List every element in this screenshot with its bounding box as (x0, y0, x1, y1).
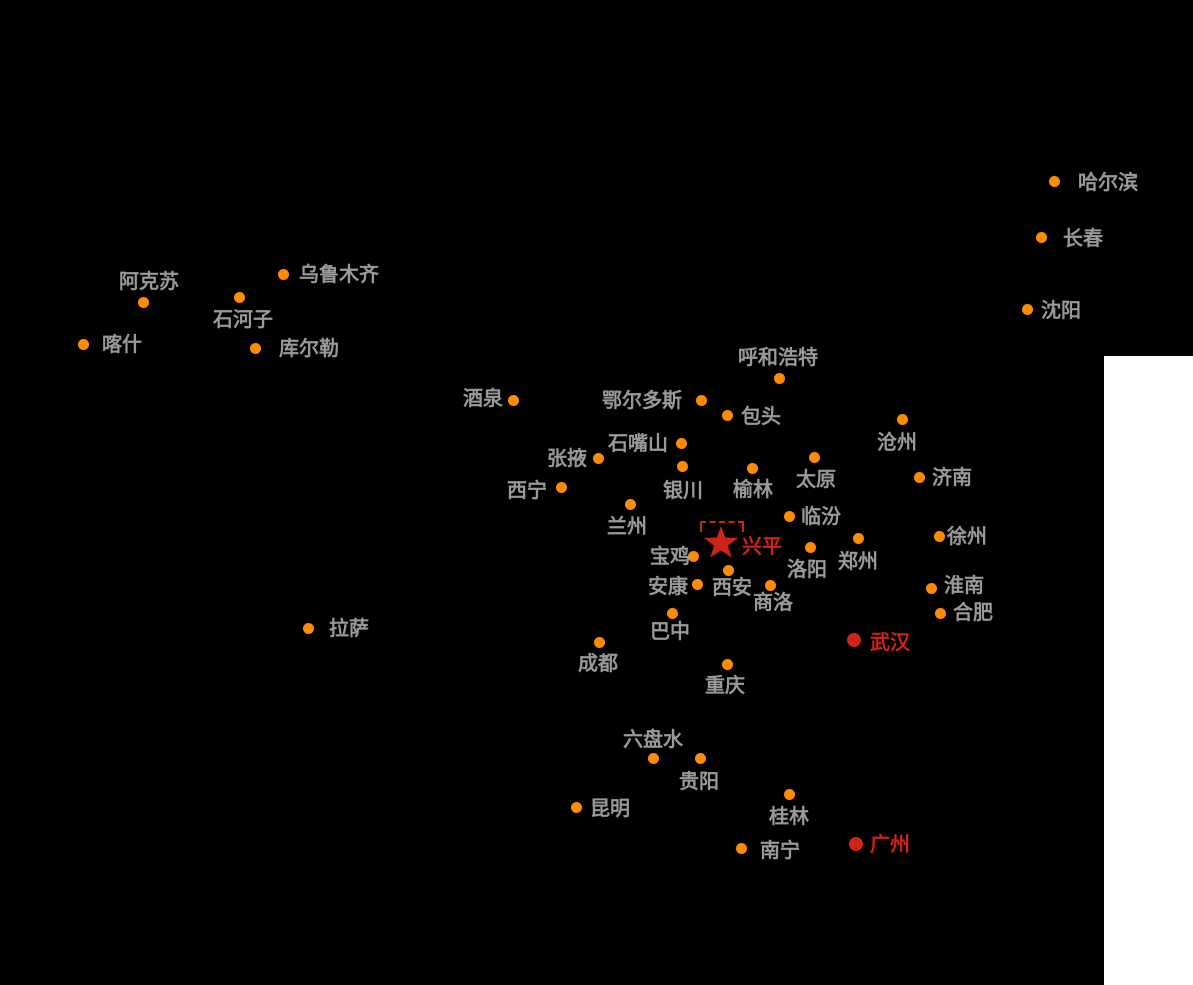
city-label: 徐州 (947, 524, 987, 548)
city-dot[interactable] (666, 607, 678, 619)
city-label: 重庆 (705, 673, 745, 697)
city-label: 合肥 (953, 600, 993, 624)
city-label: 兰州 (607, 514, 647, 538)
city-dot[interactable] (1048, 175, 1060, 187)
city-dot[interactable] (896, 413, 908, 425)
city-label: 贵阳 (679, 769, 719, 793)
city-label: 呼和浩特 (738, 345, 818, 369)
city-dot[interactable] (570, 801, 582, 813)
city-dot[interactable] (695, 394, 707, 406)
city-dot[interactable] (764, 579, 776, 591)
city-dot[interactable] (722, 564, 734, 576)
city-label: 太原 (796, 467, 836, 491)
city-dot[interactable] (852, 532, 864, 544)
city-dot[interactable] (302, 622, 314, 634)
city-label: 库尔勒 (279, 336, 339, 360)
city-label: 兴平 (742, 534, 782, 558)
capital-city-dot[interactable] (849, 837, 863, 851)
city-dot[interactable] (804, 541, 816, 553)
city-dot[interactable] (624, 498, 636, 510)
city-label: 济南 (932, 465, 972, 489)
city-dot[interactable] (783, 510, 795, 522)
city-dot[interactable] (137, 296, 149, 308)
city-label: 包头 (741, 404, 781, 428)
city-label: 广州 (870, 832, 910, 856)
city-dot[interactable] (721, 658, 733, 670)
city-dot[interactable] (925, 582, 937, 594)
city-dot[interactable] (675, 437, 687, 449)
city-label: 张掖 (547, 446, 587, 470)
city-dot[interactable] (735, 842, 747, 854)
city-label: 桂林 (769, 804, 809, 828)
city-label: 银川 (663, 478, 703, 502)
city-label: 成都 (578, 651, 618, 675)
city-dot[interactable] (721, 409, 733, 421)
city-dot[interactable] (647, 752, 659, 764)
city-label: 沧州 (877, 430, 917, 454)
city-dot[interactable] (783, 788, 795, 800)
city-dot[interactable] (746, 462, 758, 474)
city-label: 乌鲁木齐 (299, 262, 379, 286)
city-dot[interactable] (233, 291, 245, 303)
city-label: 武汉 (870, 630, 910, 654)
city-dot[interactable] (507, 394, 519, 406)
city-dot[interactable] (691, 578, 703, 590)
city-label: 沈阳 (1041, 298, 1081, 322)
city-dot[interactable] (1035, 231, 1047, 243)
side-panel (1104, 356, 1193, 985)
city-label: 六盘水 (623, 727, 683, 751)
city-label: 淮南 (944, 573, 984, 597)
city-label: 郑州 (838, 549, 878, 573)
city-label: 安康 (648, 574, 688, 598)
city-dot[interactable] (593, 636, 605, 648)
city-label: 长春 (1063, 226, 1103, 250)
city-dot[interactable] (773, 372, 785, 384)
city-dot[interactable] (77, 338, 89, 350)
capital-city-dot[interactable] (847, 633, 861, 647)
city-label: 阿克苏 (119, 269, 179, 293)
city-dot[interactable] (913, 471, 925, 483)
city-dot[interactable] (808, 451, 820, 463)
city-dot[interactable] (934, 607, 946, 619)
city-dot[interactable] (592, 452, 604, 464)
city-label: 商洛 (753, 590, 793, 614)
highlight-dashed-decoration (700, 521, 744, 532)
city-label: 喀什 (102, 332, 142, 356)
city-label: 拉萨 (329, 616, 369, 640)
city-dot[interactable] (676, 460, 688, 472)
city-label: 洛阳 (787, 557, 827, 581)
city-label: 石河子 (213, 307, 273, 331)
city-label: 南宁 (760, 838, 800, 862)
city-label: 西宁 (507, 478, 547, 502)
city-label: 临汾 (801, 504, 841, 528)
city-dot[interactable] (933, 530, 945, 542)
city-dot[interactable] (249, 342, 261, 354)
city-label: 鄂尔多斯 (602, 388, 682, 412)
city-label: 哈尔滨 (1078, 170, 1138, 194)
city-label: 石嘴山 (608, 431, 668, 455)
city-dot[interactable] (694, 752, 706, 764)
city-dot[interactable] (277, 268, 289, 280)
city-dot[interactable] (1021, 303, 1033, 315)
city-label: 榆林 (733, 477, 773, 501)
city-label: 昆明 (590, 796, 630, 820)
city-label: 宝鸡 (650, 544, 690, 568)
city-dot[interactable] (687, 550, 699, 562)
city-label: 巴中 (650, 619, 690, 643)
city-dot[interactable] (555, 481, 567, 493)
city-label: 西安 (712, 575, 752, 599)
city-label: 酒泉 (463, 386, 503, 410)
